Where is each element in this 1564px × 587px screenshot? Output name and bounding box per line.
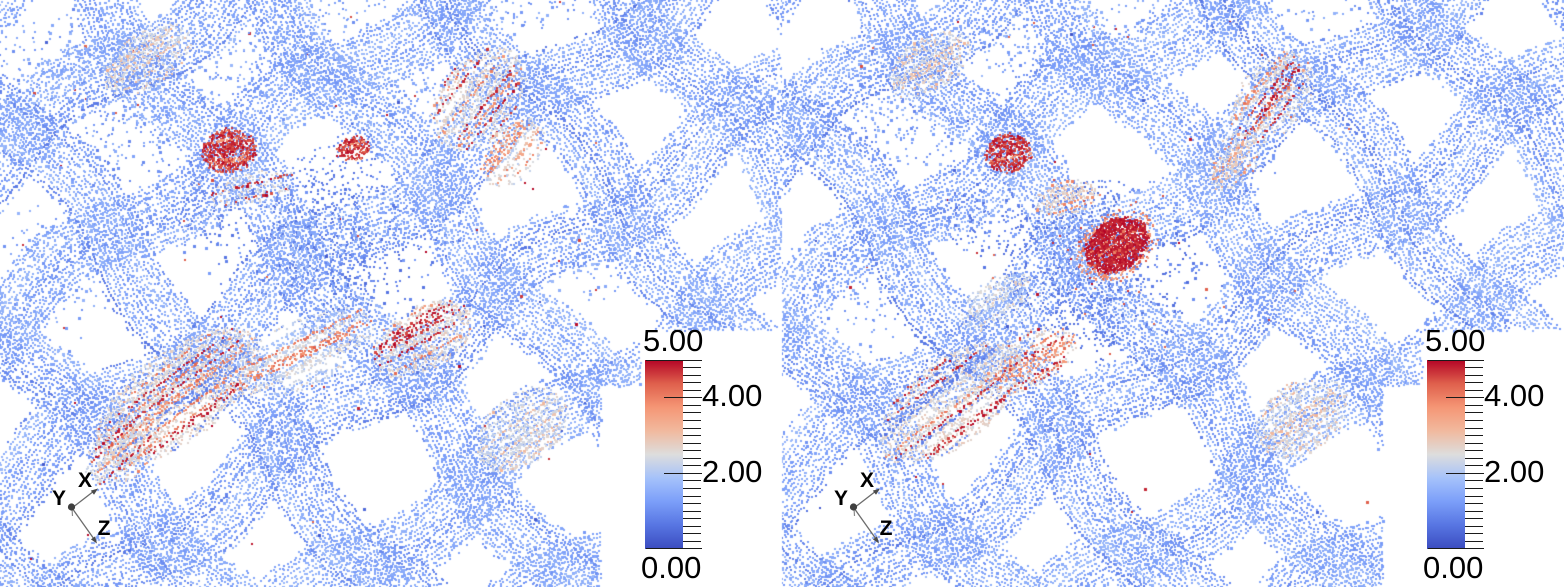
x-axis-label: X [860,469,874,492]
x-axis-arrowhead-icon [872,488,880,495]
colorbar-min-label: 0.00 [1423,550,1484,585]
color-scale-legend[interactable]: 5.00 4.00 2.00 0.00 [1423,324,1544,583]
z-axis-line [71,507,95,540]
colorbar-tick-label-2: 2.00 [702,454,763,489]
colorbar-max-label: 5.00 [1425,323,1486,358]
colorbar-ticks [645,359,765,549]
y-axis-dot-icon [849,503,858,511]
x-axis-arrowhead-icon [90,488,98,495]
colorbar-min-label: 0.00 [641,550,702,585]
orientation-axes-widget: X Y Z [834,469,893,544]
z-axis-line [853,507,877,540]
x-axis-line [71,490,95,509]
colorbar-gradient [1427,360,1465,549]
x-axis-label: X [78,469,92,492]
colorbar-gradient [645,360,683,549]
colorbar-tick-label-4: 4.00 [702,378,763,413]
z-axis-arrowhead-icon [872,536,879,544]
colorbar-tick-label-2: 2.00 [1484,454,1545,489]
y-axis-label: Y [52,487,66,510]
z-axis-label: Z [880,517,893,540]
x-axis-line [853,490,877,509]
colorbar-max-label: 5.00 [643,323,704,358]
orientation-axes-widget: X Y Z [52,469,111,544]
colorbar-tick-label-4: 4.00 [1484,378,1545,413]
z-axis-arrowhead-icon [90,536,97,544]
y-axis-label: Y [834,487,848,510]
z-axis-label: Z [98,517,111,540]
render-view-left[interactable]: 5.00 4.00 2.00 0.00 X Y Z [0,0,782,587]
color-scale-legend[interactable]: 5.00 4.00 2.00 0.00 [641,324,762,583]
render-view-right[interactable]: 5.00 4.00 2.00 0.00 X Y Z [782,0,1564,587]
colorbar-ticks [1427,359,1547,549]
y-axis-dot-icon [67,503,76,511]
